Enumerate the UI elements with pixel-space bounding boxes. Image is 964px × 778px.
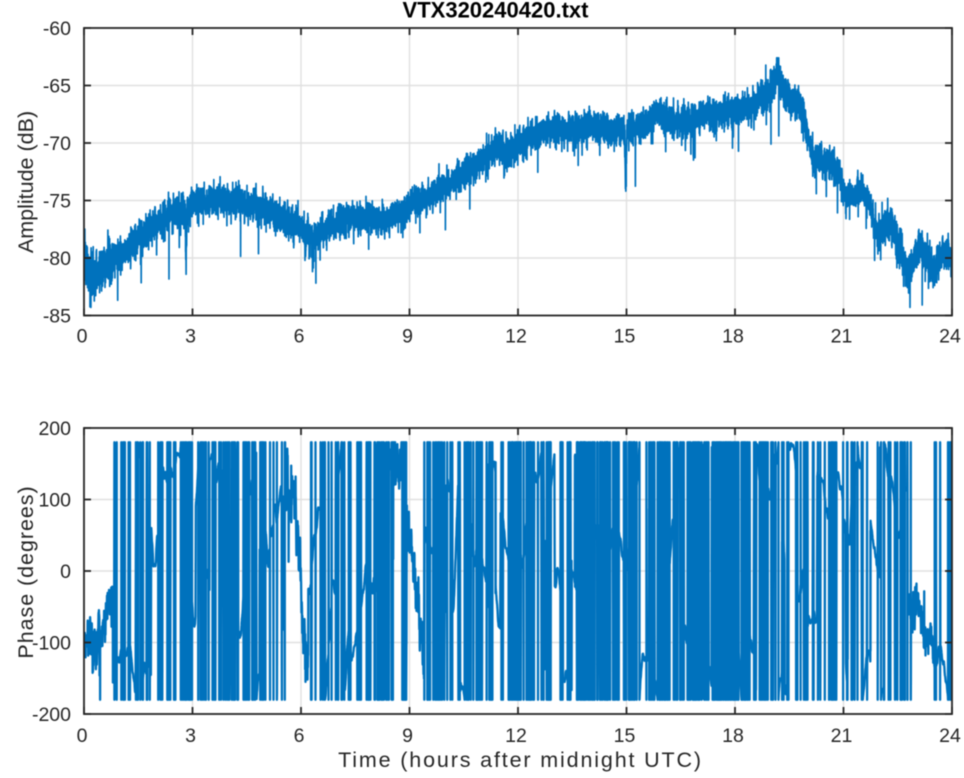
svg-text:6: 6 — [294, 725, 305, 747]
svg-text:24: 24 — [939, 725, 961, 747]
svg-text:6: 6 — [294, 326, 305, 348]
svg-text:-75: -75 — [43, 191, 71, 213]
svg-text:21: 21 — [831, 326, 853, 348]
svg-text:Phase (degrees): Phase (degrees) — [14, 485, 38, 658]
svg-text:-80: -80 — [43, 248, 71, 270]
svg-text:0: 0 — [77, 725, 88, 747]
svg-text:100: 100 — [38, 490, 71, 512]
svg-text:-60: -60 — [43, 18, 71, 40]
svg-text:-100: -100 — [32, 633, 71, 655]
svg-text:21: 21 — [831, 725, 853, 747]
svg-text:0: 0 — [60, 561, 71, 583]
svg-text:15: 15 — [614, 725, 636, 747]
svg-text:9: 9 — [402, 326, 413, 348]
svg-text:VTX320240420.txt: VTX320240420.txt — [403, 0, 590, 23]
svg-text:18: 18 — [722, 326, 744, 348]
svg-text:24: 24 — [939, 326, 961, 348]
svg-text:18: 18 — [722, 725, 744, 747]
svg-text:3: 3 — [185, 326, 196, 348]
svg-text:15: 15 — [614, 326, 636, 348]
svg-text:0: 0 — [77, 326, 88, 348]
svg-text:12: 12 — [505, 725, 527, 747]
svg-text:Time (hours after midnight UTC: Time (hours after midnight UTC) — [338, 748, 703, 772]
svg-text:-70: -70 — [43, 133, 71, 155]
svg-text:12: 12 — [505, 326, 527, 348]
svg-text:3: 3 — [185, 725, 196, 747]
svg-text:-85: -85 — [43, 306, 71, 328]
svg-text:9: 9 — [402, 725, 413, 747]
svg-text:-65: -65 — [43, 76, 71, 98]
svg-text:200: 200 — [38, 418, 71, 440]
svg-text:Amplitude (dB): Amplitude (dB) — [14, 111, 38, 253]
svg-text:-200: -200 — [32, 704, 71, 726]
